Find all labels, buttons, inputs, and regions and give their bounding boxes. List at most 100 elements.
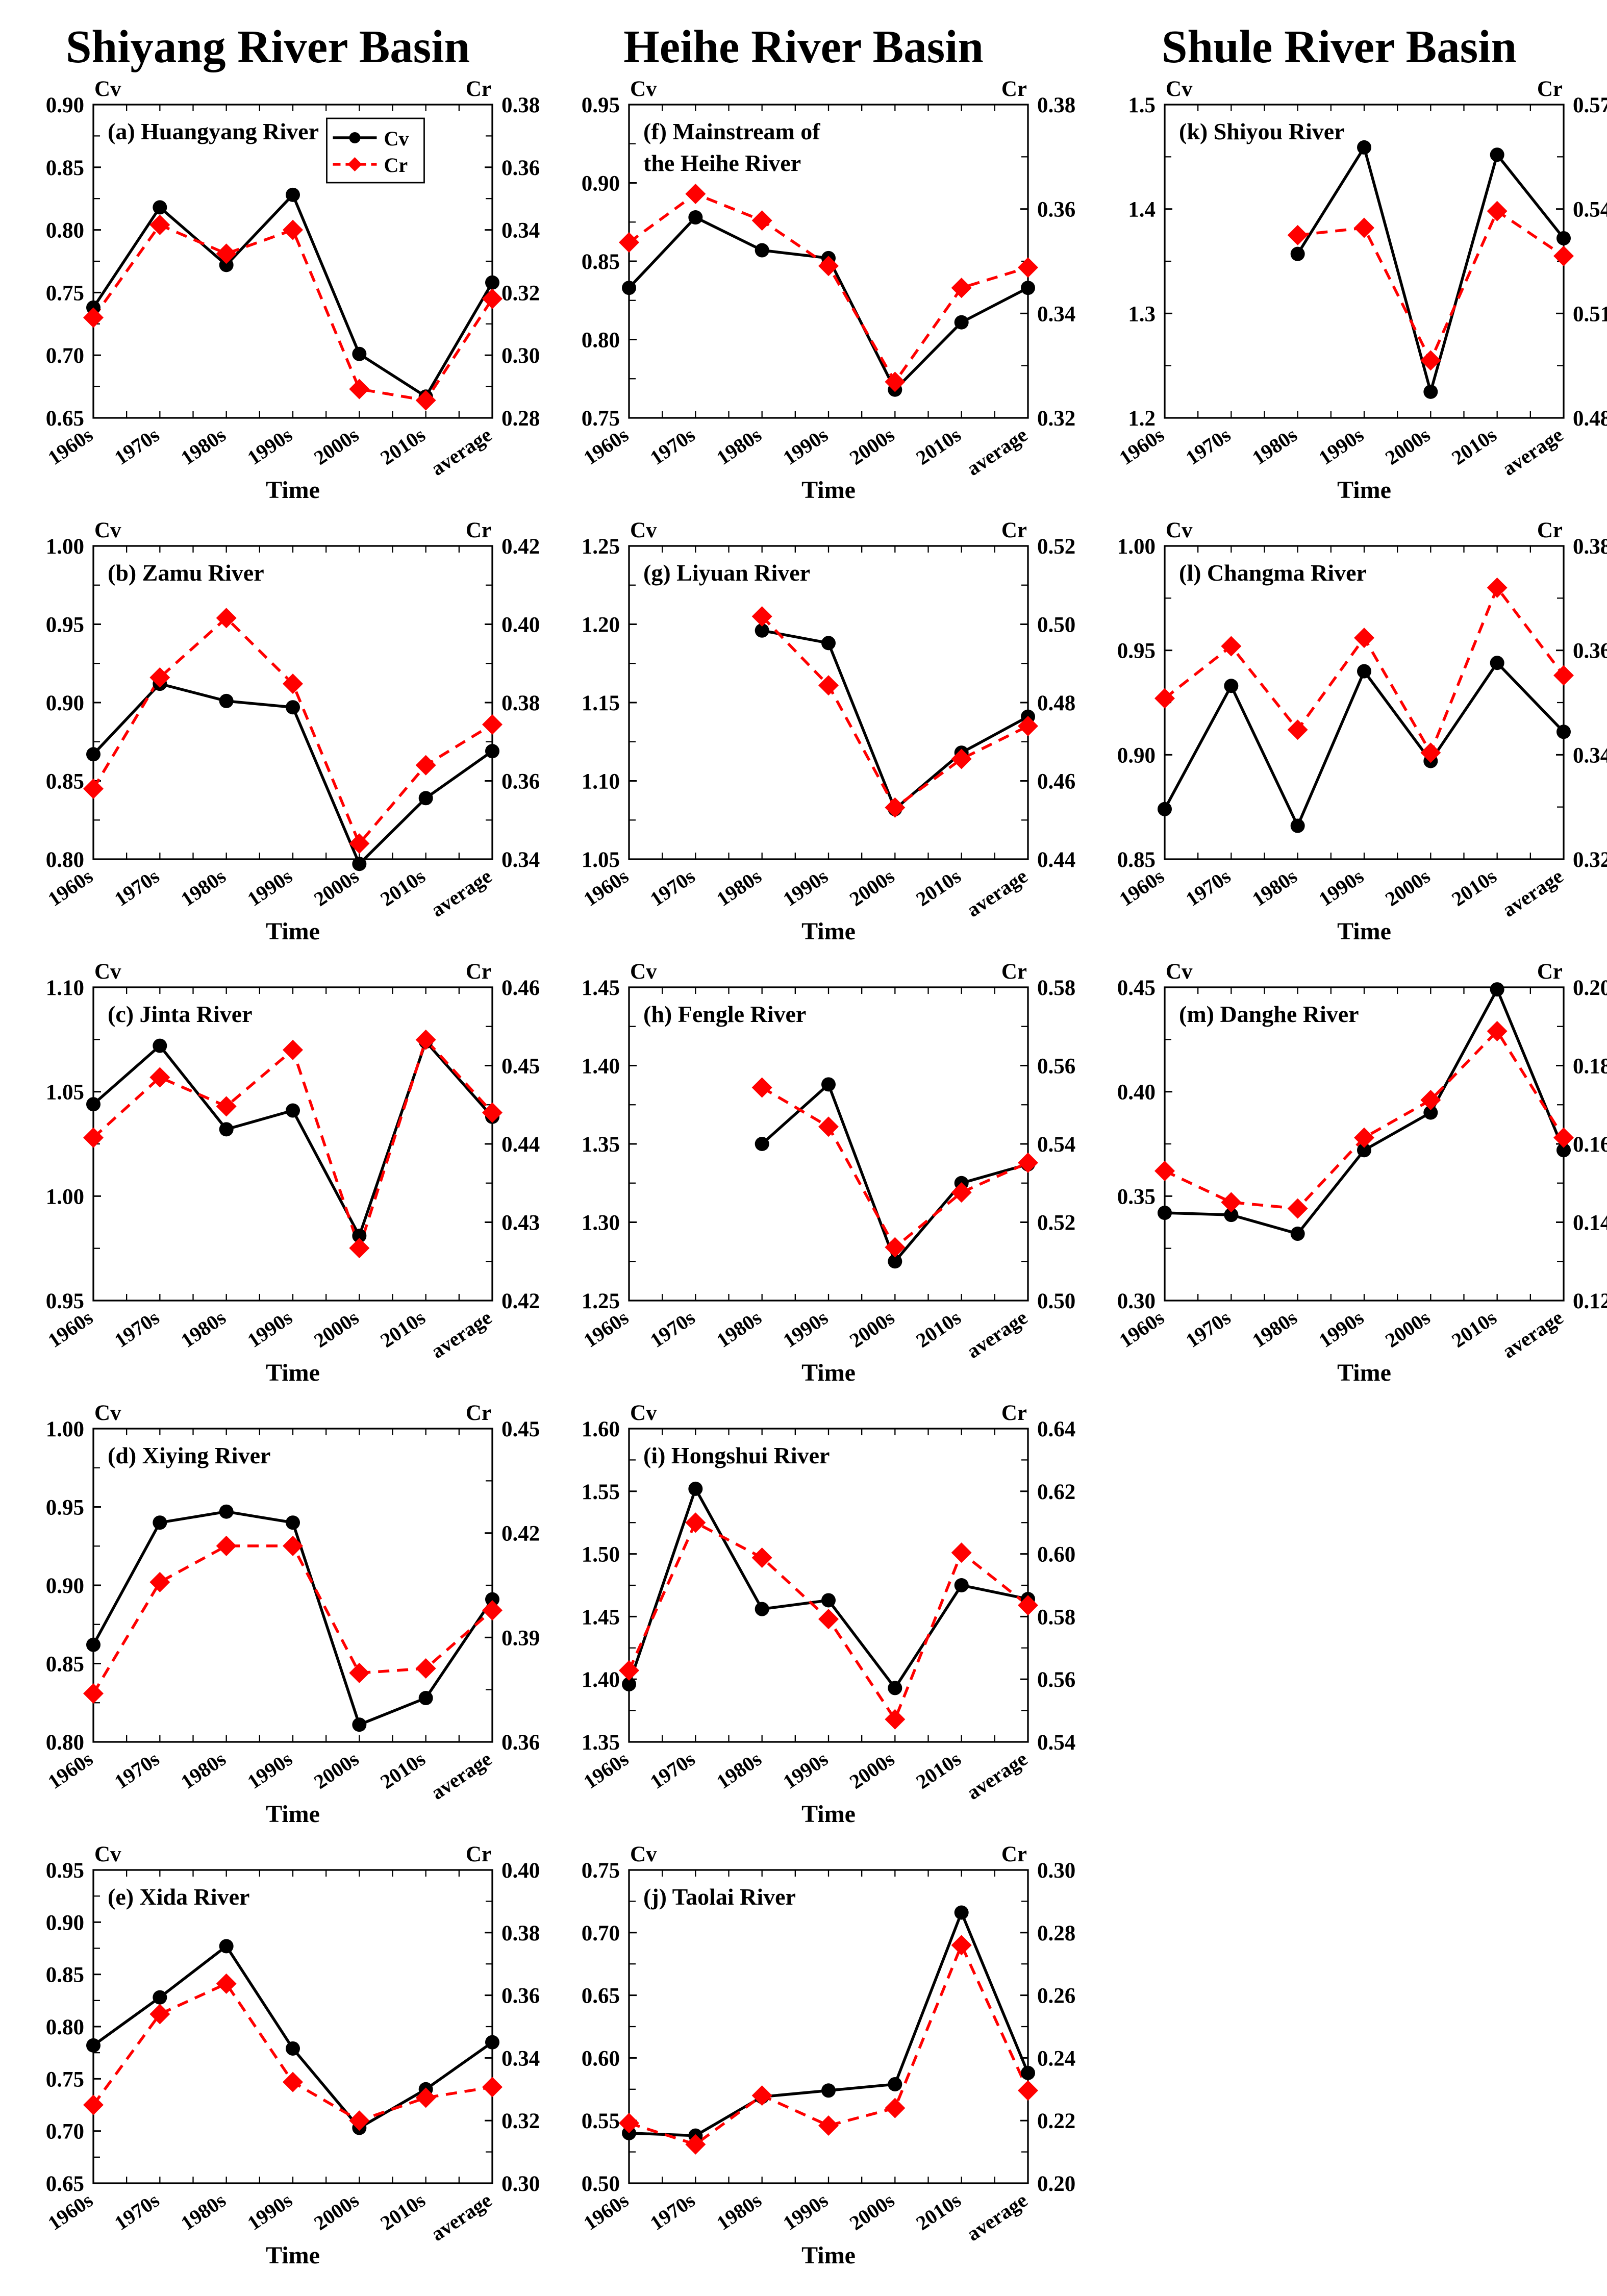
svg-text:0.95: 0.95 <box>46 1859 84 1883</box>
svg-text:0.20: 0.20 <box>1573 976 1607 1000</box>
svg-text:0.80: 0.80 <box>46 219 84 243</box>
svg-text:0.52: 0.52 <box>1037 535 1075 559</box>
svg-text:0.45: 0.45 <box>1117 976 1156 1000</box>
svg-text:Cr: Cr <box>466 77 491 101</box>
svg-text:0.28: 0.28 <box>1037 1921 1075 1945</box>
svg-text:1.10: 1.10 <box>46 976 84 1000</box>
svg-text:0.38: 0.38 <box>501 1921 540 1945</box>
svg-text:Cr: Cr <box>466 960 491 984</box>
svg-text:0.90: 0.90 <box>46 691 84 715</box>
svg-text:0.38: 0.38 <box>501 93 540 117</box>
svg-text:0.38: 0.38 <box>501 691 540 715</box>
svg-text:Cr: Cr <box>466 1842 491 1866</box>
svg-text:0.36: 0.36 <box>1573 639 1607 663</box>
svg-text:0.50: 0.50 <box>1037 613 1075 637</box>
svg-text:0.85: 0.85 <box>46 770 84 794</box>
svg-text:(j) Taolai River: (j) Taolai River <box>643 1884 796 1910</box>
svg-text:Cr: Cr <box>1537 960 1563 984</box>
svg-text:Time: Time <box>801 2242 856 2269</box>
svg-text:0.62: 0.62 <box>1037 1480 1075 1504</box>
svg-text:0.80: 0.80 <box>582 329 620 353</box>
svg-text:average: average <box>426 2188 496 2245</box>
svg-text:Cv: Cv <box>1166 518 1193 542</box>
svg-text:0.54: 0.54 <box>1037 1731 1075 1755</box>
svg-text:0.85: 0.85 <box>582 250 620 274</box>
svg-text:0.30: 0.30 <box>501 344 540 368</box>
svg-text:Cr: Cr <box>1537 518 1563 542</box>
svg-text:0.75: 0.75 <box>46 2067 84 2091</box>
svg-text:0.65: 0.65 <box>582 1984 620 2008</box>
svg-text:(c) Jinta River: (c) Jinta River <box>108 1001 253 1027</box>
svg-text:0.43: 0.43 <box>501 1211 540 1235</box>
svg-text:(l) Changma River: (l) Changma River <box>1179 560 1367 586</box>
svg-text:0.32: 0.32 <box>1037 407 1075 431</box>
svg-text:Time: Time <box>266 2242 320 2269</box>
svg-text:1.45: 1.45 <box>582 1605 620 1629</box>
svg-text:1.45: 1.45 <box>582 976 620 1000</box>
svg-text:0.95: 0.95 <box>1117 639 1156 663</box>
svg-text:0.34: 0.34 <box>1037 302 1075 326</box>
svg-text:1.40: 1.40 <box>582 1668 620 1692</box>
svg-text:0.48: 0.48 <box>1037 691 1075 715</box>
svg-text:0.38: 0.38 <box>1037 93 1075 117</box>
svg-text:0.54: 0.54 <box>1573 198 1607 222</box>
svg-text:0.58: 0.58 <box>1037 1605 1075 1629</box>
svg-text:1.00: 1.00 <box>46 1417 84 1441</box>
svg-text:1.40: 1.40 <box>582 1055 620 1079</box>
svg-text:0.28: 0.28 <box>501 407 540 431</box>
svg-text:0.38: 0.38 <box>1573 535 1607 559</box>
svg-text:(k) Shiyou River: (k) Shiyou River <box>1179 118 1345 144</box>
svg-text:1.35: 1.35 <box>582 1133 620 1157</box>
svg-text:0.42: 0.42 <box>501 535 540 559</box>
svg-text:0.90: 0.90 <box>582 172 620 196</box>
svg-text:0.18: 0.18 <box>1573 1055 1607 1079</box>
svg-text:Cr: Cr <box>466 1401 491 1425</box>
svg-text:0.56: 0.56 <box>1037 1668 1075 1692</box>
svg-text:Cv: Cv <box>94 77 121 101</box>
svg-text:0.35: 0.35 <box>1117 1185 1156 1209</box>
svg-text:(a) Huangyang River: (a) Huangyang River <box>108 118 319 144</box>
svg-text:0.34: 0.34 <box>501 848 540 872</box>
svg-text:2010s: 2010s <box>1447 1306 1500 1352</box>
svg-text:1.3: 1.3 <box>1128 302 1156 326</box>
svg-text:average: average <box>962 2188 1032 2245</box>
svg-text:Shiyang River Basin: Shiyang River Basin <box>66 21 470 72</box>
svg-text:Cv: Cv <box>1166 77 1193 101</box>
svg-text:0.22: 0.22 <box>1037 2109 1075 2133</box>
svg-text:Cr: Cr <box>1537 77 1563 101</box>
svg-text:0.70: 0.70 <box>46 344 84 368</box>
svg-text:0.40: 0.40 <box>501 1859 540 1883</box>
svg-text:1.15: 1.15 <box>582 691 620 715</box>
svg-text:0.34: 0.34 <box>501 2047 540 2070</box>
svg-text:(i) Hongshui River: (i) Hongshui River <box>643 1442 830 1468</box>
svg-text:Cv: Cv <box>94 1401 121 1425</box>
svg-text:0.60: 0.60 <box>582 2047 620 2070</box>
svg-text:0.32: 0.32 <box>501 2109 540 2133</box>
svg-text:Cv: Cv <box>94 960 121 984</box>
svg-text:1.00: 1.00 <box>1117 535 1156 559</box>
svg-text:Cv: Cv <box>630 960 657 984</box>
svg-text:0.55: 0.55 <box>582 2109 620 2133</box>
svg-text:(m) Danghe River: (m) Danghe River <box>1179 1001 1359 1027</box>
svg-text:0.34: 0.34 <box>1573 743 1607 767</box>
svg-text:0.56: 0.56 <box>1037 1055 1075 1079</box>
svg-text:Cr: Cr <box>384 154 408 177</box>
svg-text:Cv: Cv <box>94 518 121 542</box>
svg-text:0.95: 0.95 <box>582 93 620 117</box>
svg-text:0.45: 0.45 <box>501 1055 540 1079</box>
svg-text:1.05: 1.05 <box>46 1081 84 1105</box>
svg-text:0.30: 0.30 <box>501 2172 540 2196</box>
svg-text:(d) Xiying River: (d) Xiying River <box>108 1442 270 1468</box>
svg-text:(f) Mainstream of: (f) Mainstream of <box>643 118 820 144</box>
svg-text:(b) Zamu River: (b) Zamu River <box>108 560 264 586</box>
svg-text:0.36: 0.36 <box>501 156 540 180</box>
svg-text:0.90: 0.90 <box>46 1574 84 1598</box>
svg-text:0.90: 0.90 <box>46 93 84 117</box>
svg-text:0.40: 0.40 <box>501 613 540 637</box>
svg-text:Cr: Cr <box>1001 1842 1027 1866</box>
svg-text:0.45: 0.45 <box>501 1417 540 1441</box>
svg-text:0.36: 0.36 <box>501 770 540 794</box>
svg-text:Cv: Cv <box>1166 960 1193 984</box>
svg-text:1.5: 1.5 <box>1128 93 1156 117</box>
svg-text:0.70: 0.70 <box>46 2120 84 2144</box>
